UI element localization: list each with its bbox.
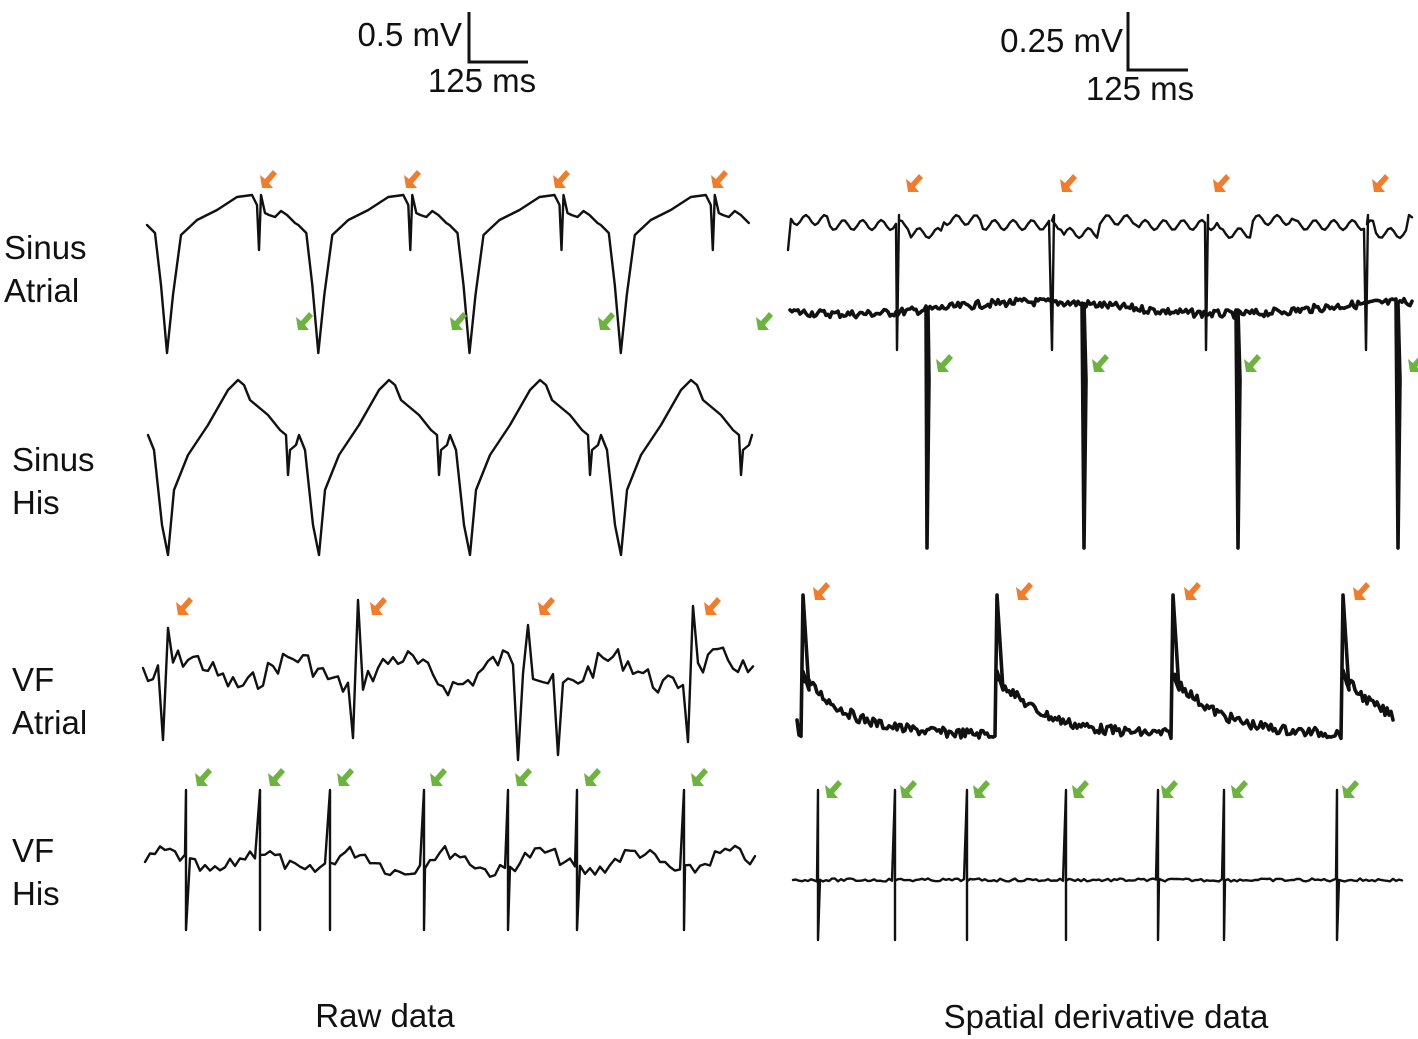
green-arrow-icon: [1161, 780, 1178, 798]
row-label-sinus-atrial-line2: Atrial: [4, 272, 79, 309]
orange-arrow-icon: [906, 174, 923, 192]
raw-voltage-scale-label: 0.5 mV: [357, 16, 462, 53]
row-label-vf-his-line2: His: [12, 875, 60, 912]
raw-vf-his-trace: [143, 788, 757, 932]
orange-arrow-icon: [553, 170, 570, 188]
column-label-derivative: Spatial derivative data: [944, 998, 1269, 1035]
green-arrow-icon: [296, 312, 313, 330]
orange-arrow-icon: [1213, 174, 1230, 192]
green-arrow-icon: [756, 312, 773, 330]
raw-scale-bar: 0.5 mV 125 ms: [357, 12, 536, 99]
derivative-voltage-scale-label: 0.25 mV: [1000, 22, 1123, 59]
green-arrow-icon: [1408, 357, 1418, 372]
orange-arrow-icon: [711, 170, 728, 188]
raw-sinus-atrial-trace: [145, 193, 750, 355]
orange-arrow-icon: [1016, 582, 1033, 600]
derivative-time-scale-label: 125 ms: [1086, 70, 1194, 107]
raw-sinus-his-trace: [146, 378, 754, 557]
green-arrow-icon: [1244, 354, 1261, 372]
orange-arrow-icon: [1353, 582, 1370, 600]
green-arrow-icon: [515, 768, 532, 786]
orange-arrow-icon: [370, 597, 387, 615]
green-arrow-icon: [450, 312, 467, 330]
green-arrow-icon: [598, 312, 615, 330]
derivative-scale-bar: 0.25 mV 125 ms: [1000, 12, 1194, 107]
row-label-vf-atrial-line2: Atrial: [12, 704, 87, 741]
row-label-sinus-his-line1: Sinus: [12, 441, 95, 478]
raw-time-scale-label: 125 ms: [428, 62, 536, 99]
green-arrow-icon: [195, 768, 212, 786]
green-arrow-icon: [1231, 780, 1248, 798]
derivative-sinus-his-trace: [788, 296, 1414, 550]
scale-bar-icon: [1126, 12, 1188, 72]
orange-arrow-icon: [260, 170, 277, 188]
orange-arrow-icon: [1372, 174, 1389, 192]
row-label-vf-atrial-line1: VF: [12, 661, 54, 698]
green-arrow-icon: [900, 780, 917, 798]
row-labels: Sinus Atrial Sinus His VF Atrial VF His: [4, 229, 95, 912]
green-arrow-icon: [936, 354, 953, 372]
green-arrow-icon: [691, 768, 708, 786]
orange-arrow-icon: [176, 597, 193, 615]
orange-arrow-icon: [1184, 582, 1201, 600]
orange-arrow-icon: [813, 582, 830, 600]
green-arrow-icon: [825, 780, 842, 798]
orange-arrow-icon: [1060, 174, 1077, 192]
raw-vf-atrial-trace: [141, 598, 755, 762]
derivative-vf-atrial-trace: [795, 593, 1395, 741]
column-label-raw: Raw data: [315, 997, 455, 1034]
green-arrow-icon: [337, 768, 354, 786]
green-arrow-icon: [584, 768, 601, 786]
row-label-sinus-atrial-line1: Sinus: [4, 229, 87, 266]
green-arrow-icon: [1342, 780, 1359, 798]
orange-arrow-icon: [404, 170, 421, 188]
row-label-vf-his-line1: VF: [12, 832, 54, 869]
green-arrow-icon: [430, 768, 447, 786]
green-arrow-icon: [1072, 780, 1089, 798]
traces: [141, 193, 1414, 942]
green-arrow-icon: [1092, 354, 1109, 372]
orange-arrow-icon: [538, 597, 555, 615]
derivative-vf-his-trace: [791, 788, 1404, 942]
derivative-sinus-atrial-trace: [786, 213, 1414, 352]
green-arrow-icon: [268, 768, 285, 786]
arrows: [176, 170, 1418, 798]
row-label-sinus-his-line2: His: [12, 484, 60, 521]
scale-bar-icon: [467, 12, 528, 64]
green-arrow-icon: [973, 780, 990, 798]
orange-arrow-icon: [704, 597, 721, 615]
